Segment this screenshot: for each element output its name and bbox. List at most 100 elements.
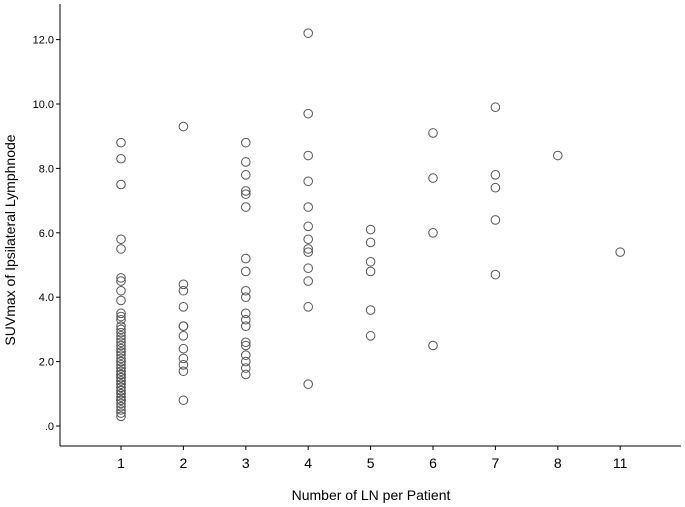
data-point xyxy=(116,360,126,370)
y-axis-title: SUVmax of Ipsilateral Lymphnode xyxy=(2,134,18,345)
data-point xyxy=(241,157,251,167)
data-point xyxy=(241,186,251,196)
data-point xyxy=(116,337,126,348)
data-point xyxy=(116,369,126,380)
data-point xyxy=(303,176,314,187)
data-point xyxy=(116,327,126,338)
data-point xyxy=(116,153,126,164)
data-point xyxy=(490,170,501,180)
data-point xyxy=(116,295,126,306)
data-point xyxy=(116,324,126,335)
data-point xyxy=(303,244,314,254)
x-tick-label: 2 xyxy=(180,455,188,471)
data-point xyxy=(178,353,189,364)
data-point xyxy=(178,279,189,290)
data-point xyxy=(116,408,126,418)
x-axis-title: Number of LN per Patient xyxy=(292,487,451,503)
data-point xyxy=(490,182,501,193)
data-point xyxy=(241,340,251,351)
data-point xyxy=(116,353,126,364)
data-point xyxy=(116,314,126,325)
data-point xyxy=(178,366,189,377)
x-tick-label: 8 xyxy=(554,455,562,471)
data-point xyxy=(303,276,314,286)
data-point xyxy=(241,356,251,367)
x-tick-label: 1 xyxy=(117,455,125,471)
data-point xyxy=(116,363,126,373)
data-point xyxy=(490,215,501,225)
data-point xyxy=(178,343,189,354)
y-tick-label: 12.0 xyxy=(33,35,54,47)
data-point xyxy=(116,334,126,344)
data-point xyxy=(116,350,126,360)
data-point xyxy=(178,395,189,406)
data-point xyxy=(365,237,376,248)
data-point xyxy=(116,395,126,406)
data-point xyxy=(303,221,314,232)
data-point xyxy=(116,411,126,422)
data-point xyxy=(303,234,314,245)
data-point xyxy=(241,202,251,212)
data-point xyxy=(116,401,126,412)
data-point xyxy=(428,173,438,183)
data-point xyxy=(553,150,563,161)
data-point xyxy=(116,356,126,367)
x-tick-label: 6 xyxy=(429,455,437,471)
data-point xyxy=(241,337,251,348)
data-point xyxy=(116,376,126,386)
data-point xyxy=(241,308,251,319)
x-tick-label: 11 xyxy=(613,455,628,471)
data-point xyxy=(116,311,126,322)
data-point xyxy=(241,285,251,296)
data-point xyxy=(241,369,251,380)
data-point xyxy=(303,150,314,161)
data-point xyxy=(116,392,126,402)
data-point xyxy=(178,302,189,312)
data-point xyxy=(116,389,126,399)
data-point xyxy=(116,331,126,341)
x-axis-ticks: 1 2 3 4 5 6 7 8 11 xyxy=(117,446,628,471)
y-tick-label: 8.0 xyxy=(39,163,54,175)
data-point xyxy=(615,247,626,257)
y-tick-label: 4.0 xyxy=(39,292,54,304)
data-point xyxy=(116,321,126,331)
data-point xyxy=(365,266,376,277)
data-point xyxy=(241,253,251,264)
data-point xyxy=(303,108,314,119)
data-point xyxy=(365,331,376,341)
data-point xyxy=(241,363,251,373)
data-point xyxy=(178,321,189,331)
data-point xyxy=(178,331,189,341)
points-layer xyxy=(116,28,626,422)
data-point xyxy=(116,234,126,245)
x-tick-label: 7 xyxy=(492,455,500,471)
data-point xyxy=(241,266,251,277)
data-point xyxy=(365,224,376,235)
data-point xyxy=(116,385,126,396)
x-tick-label: 4 xyxy=(304,455,312,471)
data-point xyxy=(428,128,438,138)
y-tick-label: .0 xyxy=(45,421,54,433)
data-point xyxy=(116,366,126,377)
y-tick-label: 2.0 xyxy=(39,357,54,369)
data-point xyxy=(365,305,376,315)
data-point xyxy=(116,372,126,383)
data-point xyxy=(116,347,126,357)
data-point xyxy=(241,170,251,180)
data-point xyxy=(490,269,501,280)
data-point xyxy=(116,276,126,286)
data-point xyxy=(116,398,126,409)
data-point xyxy=(303,302,314,312)
data-point xyxy=(303,263,314,274)
data-point xyxy=(365,256,376,267)
data-point xyxy=(178,285,189,296)
data-point xyxy=(116,285,126,296)
data-point xyxy=(116,405,126,415)
data-point xyxy=(428,228,438,238)
x-tick-label: 3 xyxy=(242,455,250,471)
y-axis-ticks: .0 2.0 4.0 6.0 8.0 10.0 12.0 xyxy=(33,35,60,433)
data-point xyxy=(116,340,126,351)
data-point xyxy=(241,189,251,199)
data-point xyxy=(241,314,251,325)
